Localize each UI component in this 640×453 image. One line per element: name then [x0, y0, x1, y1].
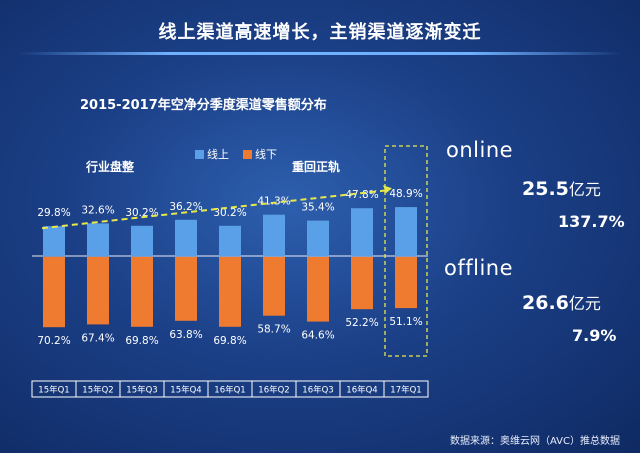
online-growth: 137.7% [558, 212, 625, 231]
data-label-online: 32.6% [81, 204, 114, 216]
data-label-online: 41.3% [257, 196, 290, 208]
category-tick-label: 16年Q4 [346, 385, 377, 396]
data-label-offline: 69.8% [213, 335, 246, 347]
offline-value-unit: 亿元 [568, 294, 601, 313]
bar-online [395, 207, 417, 256]
bar-offline [395, 257, 417, 309]
data-source: 数据来源：奥维云网（AVC）推总数据 [449, 436, 620, 447]
data-label-offline: 69.8% [125, 335, 158, 347]
chart-title: 2015-2017年空净分季度渠道零售额分布 [80, 98, 327, 113]
bar-offline [43, 257, 65, 328]
bar-online [131, 225, 153, 256]
bar-online [263, 214, 285, 256]
bar-online [43, 226, 65, 256]
bar-offline [87, 257, 109, 325]
category-tick-label: 15年Q3 [126, 385, 157, 396]
bar-offline [219, 257, 241, 327]
page-headline: 线上渠道高速增长，主销渠道逐渐变迁 [158, 22, 482, 43]
bar-online [87, 223, 109, 256]
annotation-consolidation: 行业盘整 [86, 160, 135, 174]
online-value-unit: 亿元 [568, 180, 601, 199]
online-value: 25.5亿元 [522, 176, 601, 200]
offline-growth: 7.9% [572, 326, 617, 345]
headline-rule [18, 52, 622, 55]
bar-online [175, 219, 197, 256]
data-label-online: 30.2% [125, 207, 158, 219]
bar-offline [131, 257, 153, 327]
data-label-offline: 51.1% [389, 316, 422, 328]
data-label-online: 36.2% [169, 201, 202, 213]
category-tick-label: 15年Q2 [82, 385, 113, 396]
online-label: online [446, 138, 514, 162]
data-label-offline: 70.2% [37, 335, 70, 347]
data-label-online: 30.2% [213, 207, 246, 219]
category-tick-label: 17年Q1 [390, 385, 421, 396]
chart-legend: 线上 线下 [195, 146, 277, 162]
data-label-online: 29.8% [37, 207, 70, 219]
category-tick-label: 16年Q2 [258, 385, 289, 396]
legend-online: 线上 [195, 146, 229, 162]
annotation-back-on-track: 重回正轨 [292, 160, 341, 174]
category-tick-label: 15年Q1 [38, 385, 69, 396]
data-label-offline: 58.7% [257, 324, 290, 336]
category-tick-label: 16年Q3 [302, 385, 333, 396]
bar-online [307, 220, 329, 256]
data-label-offline: 52.2% [345, 317, 378, 329]
offline-value-number: 26.6 [522, 292, 569, 314]
data-label-online: 35.4% [301, 202, 334, 214]
bar-online [219, 225, 241, 256]
legend-offline-label: 线下 [255, 148, 277, 161]
data-label-online: 48.9% [389, 188, 422, 200]
highlight-box [384, 145, 428, 357]
category-tick-label: 16年Q1 [214, 385, 245, 396]
data-label-offline: 67.4% [81, 332, 114, 344]
data-label-offline: 64.6% [301, 330, 334, 342]
bar-offline [351, 257, 373, 310]
online-value-number: 25.5 [522, 178, 569, 200]
data-label-offline: 63.8% [169, 329, 202, 341]
category-axis-frame [31, 380, 429, 398]
bar-offline [307, 257, 329, 322]
bar-offline [263, 257, 285, 316]
bar-offline [175, 257, 197, 321]
legend-offline: 线下 [243, 146, 277, 162]
category-tick-label: 15年Q4 [170, 385, 201, 396]
trend-line [41, 189, 389, 230]
bar-online [351, 208, 373, 256]
offline-label: offline [444, 256, 514, 280]
legend-online-label: 线上 [207, 148, 229, 161]
offline-value: 26.6亿元 [522, 290, 601, 314]
